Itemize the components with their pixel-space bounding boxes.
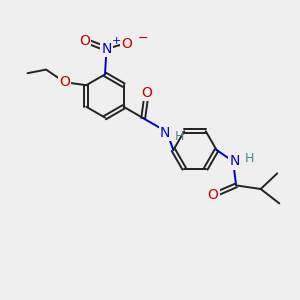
- Text: +: +: [112, 35, 121, 46]
- Text: O: O: [121, 37, 132, 50]
- Text: H: H: [244, 152, 254, 165]
- Text: O: O: [59, 75, 70, 89]
- Text: H: H: [175, 130, 184, 143]
- Text: N: N: [230, 154, 240, 168]
- Text: O: O: [80, 34, 90, 47]
- Text: O: O: [208, 188, 218, 202]
- Text: N: N: [101, 42, 112, 56]
- Text: O: O: [141, 86, 152, 100]
- Text: −: −: [138, 32, 148, 45]
- Text: N: N: [160, 126, 170, 140]
